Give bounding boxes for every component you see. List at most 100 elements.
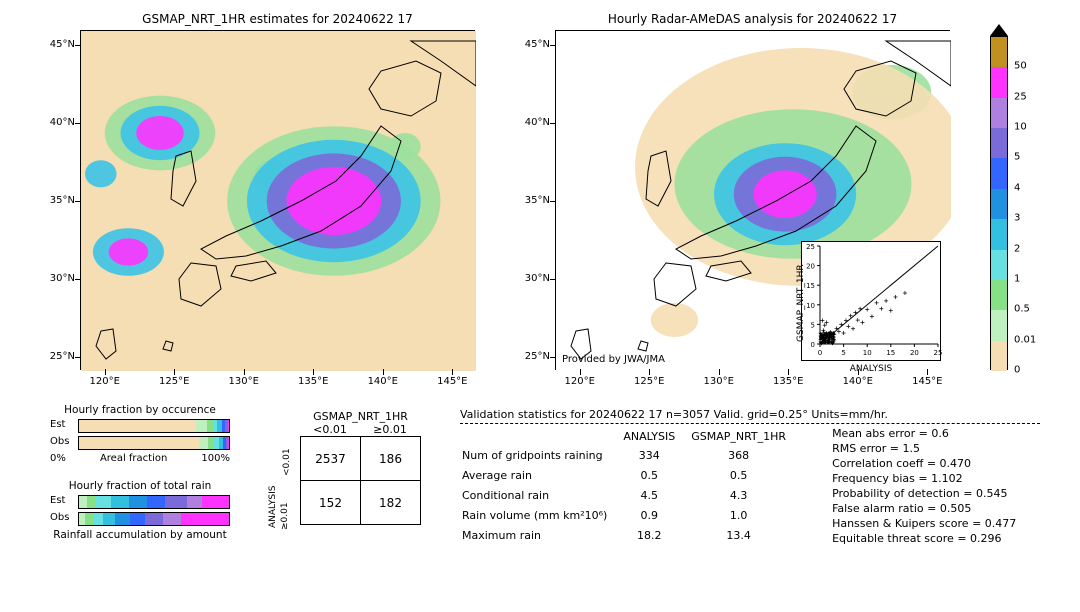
- fraction-bar: [78, 436, 230, 450]
- validation-metric: Frequency bias = 1.102: [832, 471, 1016, 486]
- colorbar-label: 50: [1014, 61, 1027, 72]
- map-xtick: 120°E: [564, 376, 594, 387]
- validation-metric: RMS error = 1.5: [832, 441, 1016, 456]
- validation-metric: False alarm ratio = 0.505: [832, 501, 1016, 516]
- colorbar-label: 5: [1014, 152, 1020, 163]
- fraction-bar: [78, 495, 230, 509]
- colorbar-label: 2: [1014, 243, 1020, 254]
- validation-table: ANALYSISGSMAP_NRT_1HR Num of gridpoints …: [460, 426, 802, 546]
- validation-metric: Correlation coeff = 0.470: [832, 456, 1016, 471]
- validation-cell: 0.5: [623, 467, 689, 485]
- map-ytick: 30°N: [514, 273, 550, 284]
- gsmap-map: 25°N30°N35°N40°N45°N120°E125°E130°E135°E…: [80, 30, 475, 370]
- map-xtick: 135°E: [298, 376, 328, 387]
- frac-occ-xmin: 0%: [50, 453, 66, 464]
- validation-cell: 0.9: [623, 506, 689, 524]
- map-xtick: 135°E: [773, 376, 803, 387]
- fraction-row-label: Obs: [50, 436, 69, 447]
- map-ytick: 35°N: [514, 195, 550, 206]
- radar-map-title: Hourly Radar-AMeDAS analysis for 2024062…: [555, 12, 950, 26]
- scatter-plot: 00551010151520202525 GSMAP_NRT_1HR ANALY…: [801, 241, 941, 361]
- map-xtick: 120°E: [89, 376, 119, 387]
- radar-map: Provided by JWA/JMA 00551010151520202525…: [555, 30, 950, 370]
- validation-metric: Mean abs error = 0.6: [832, 426, 1016, 441]
- map-attribution: Provided by JWA/JMA: [562, 354, 665, 365]
- fraction-rain-title: Hourly fraction of total rain: [50, 480, 230, 492]
- svg-text:15: 15: [886, 349, 895, 357]
- validation-metric: Equitable threat score = 0.296: [832, 531, 1016, 546]
- contingency-col1: ≥0.01: [360, 423, 420, 436]
- scatter-xlabel: ANALYSIS: [802, 364, 940, 374]
- map-xtick: 125°E: [634, 376, 664, 387]
- contingency-col0: <0.01: [300, 423, 360, 436]
- svg-text:10: 10: [806, 302, 815, 310]
- colorbar-label: 0.5: [1014, 304, 1030, 315]
- svg-text:20: 20: [910, 349, 919, 357]
- validation-col-header: ANALYSIS: [623, 428, 689, 445]
- validation-cell: 18.2: [623, 526, 689, 544]
- contingency-cell-00: 2537: [301, 437, 361, 481]
- validation-metric: Probability of detection = 0.545: [832, 486, 1016, 501]
- contingency-row1: ≥0.01: [280, 502, 290, 530]
- contingency-cell-01: 186: [361, 437, 421, 481]
- svg-text:15: 15: [806, 282, 815, 290]
- map-ytick: 30°N: [39, 273, 75, 284]
- validation-cell: Maximum rain: [462, 526, 621, 544]
- fraction-row-label: Est: [50, 495, 65, 506]
- frac-occ-xlabel: Areal fraction: [100, 453, 167, 464]
- contingency-row0: <0.01: [282, 458, 292, 476]
- contingency-col-title: GSMAP_NRT_1HR: [300, 410, 421, 423]
- contingency-row-title: ANALYSIS: [268, 486, 278, 528]
- map-ytick: 25°N: [514, 351, 550, 362]
- contingency-panel: GSMAP_NRT_1HR ANALYSIS <0.01 ≥0.01 <0.01…: [260, 410, 421, 525]
- validation-cell: Num of gridpoints raining: [462, 447, 621, 465]
- colorbar-label: 1: [1014, 273, 1020, 284]
- map-xtick: 130°E: [704, 376, 734, 387]
- svg-text:0: 0: [818, 349, 822, 357]
- map-xtick: 145°E: [437, 376, 467, 387]
- map-xtick: 145°E: [912, 376, 942, 387]
- map-ytick: 45°N: [39, 39, 75, 50]
- contingency-table: 2537186 152182: [300, 436, 421, 525]
- fraction-occurrence-panel: Hourly fraction by occurence EstObs 0% A…: [50, 404, 230, 464]
- map-xtick: 140°E: [368, 376, 398, 387]
- fraction-row-label: Obs: [50, 512, 69, 523]
- validation-col-header: [462, 428, 621, 445]
- validation-cell: Conditional rain: [462, 487, 621, 505]
- svg-text:20: 20: [806, 263, 815, 271]
- radar-map-panel: Hourly Radar-AMeDAS analysis for 2024062…: [555, 30, 950, 370]
- map-ytick: 40°N: [514, 117, 550, 128]
- colorbar-label: 10: [1014, 122, 1027, 133]
- validation-metrics: Mean abs error = 0.6RMS error = 1.5Corre…: [832, 426, 1016, 546]
- fraction-rain-caption: Rainfall accumulation by amount: [50, 529, 230, 541]
- validation-cell: Rain volume (mm km²10⁶): [462, 506, 621, 524]
- frac-occ-xmax: 100%: [201, 453, 230, 464]
- fraction-row-label: Est: [50, 419, 65, 430]
- svg-text:5: 5: [841, 349, 845, 357]
- colorbar-label: 4: [1014, 182, 1020, 193]
- map-xtick: 130°E: [229, 376, 259, 387]
- gsmap-map-panel: GSMAP_NRT_1HR estimates for 20240622 17 …: [80, 30, 475, 370]
- map-ytick: 25°N: [39, 351, 75, 362]
- colorbar-label: 3: [1014, 213, 1020, 224]
- validation-cell: 4.3: [691, 487, 800, 505]
- colorbar-label: 0: [1014, 365, 1020, 376]
- map-ytick: 45°N: [514, 39, 550, 50]
- validation-cell: 4.5: [623, 487, 689, 505]
- validation-header: Validation statistics for 20240622 17 n=…: [460, 408, 1060, 421]
- map-ytick: 35°N: [39, 195, 75, 206]
- validation-metric: Hanssen & Kuipers score = 0.477: [832, 516, 1016, 531]
- svg-text:25: 25: [806, 243, 815, 251]
- scatter-ylabel: GSMAP_NRT_1HR: [796, 264, 806, 342]
- validation-cell: 368: [691, 447, 800, 465]
- validation-col-header: GSMAP_NRT_1HR: [691, 428, 800, 445]
- svg-text:5: 5: [811, 321, 815, 329]
- map-xtick: 140°E: [843, 376, 873, 387]
- map-ytick: 40°N: [39, 117, 75, 128]
- colorbar-label: 25: [1014, 91, 1027, 102]
- svg-text:10: 10: [863, 349, 872, 357]
- colorbar-label: 0.01: [1014, 334, 1036, 345]
- validation-cell: 13.4: [691, 526, 800, 544]
- gsmap-map-title: GSMAP_NRT_1HR estimates for 20240622 17: [80, 12, 475, 26]
- fraction-bar: [78, 512, 230, 526]
